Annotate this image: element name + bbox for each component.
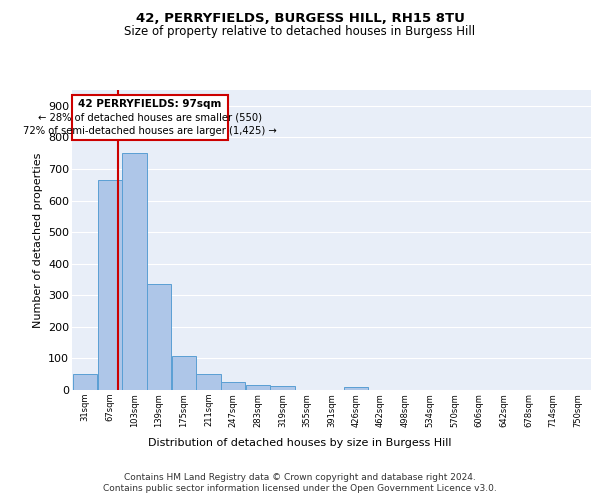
Bar <box>271 386 295 390</box>
Bar <box>147 284 171 390</box>
Text: 42, PERRYFIELDS, BURGESS HILL, RH15 8TU: 42, PERRYFIELDS, BURGESS HILL, RH15 8TU <box>136 12 464 26</box>
Y-axis label: Number of detached properties: Number of detached properties <box>32 152 43 328</box>
FancyBboxPatch shape <box>72 94 229 140</box>
Bar <box>172 356 196 390</box>
Bar <box>98 180 122 390</box>
Bar <box>73 374 97 390</box>
Text: Contains public sector information licensed under the Open Government Licence v3: Contains public sector information licen… <box>103 484 497 493</box>
Text: 42 PERRYFIELDS: 97sqm: 42 PERRYFIELDS: 97sqm <box>79 98 222 108</box>
Bar <box>344 388 368 390</box>
Text: Distribution of detached houses by size in Burgess Hill: Distribution of detached houses by size … <box>148 438 452 448</box>
Bar <box>122 153 146 390</box>
Text: Size of property relative to detached houses in Burgess Hill: Size of property relative to detached ho… <box>124 25 476 38</box>
Text: ← 28% of detached houses are smaller (550): ← 28% of detached houses are smaller (55… <box>38 112 262 122</box>
Text: Contains HM Land Registry data © Crown copyright and database right 2024.: Contains HM Land Registry data © Crown c… <box>124 472 476 482</box>
Bar <box>221 382 245 390</box>
Bar <box>245 386 270 390</box>
Bar <box>196 374 221 390</box>
Text: 72% of semi-detached houses are larger (1,425) →: 72% of semi-detached houses are larger (… <box>23 126 277 136</box>
